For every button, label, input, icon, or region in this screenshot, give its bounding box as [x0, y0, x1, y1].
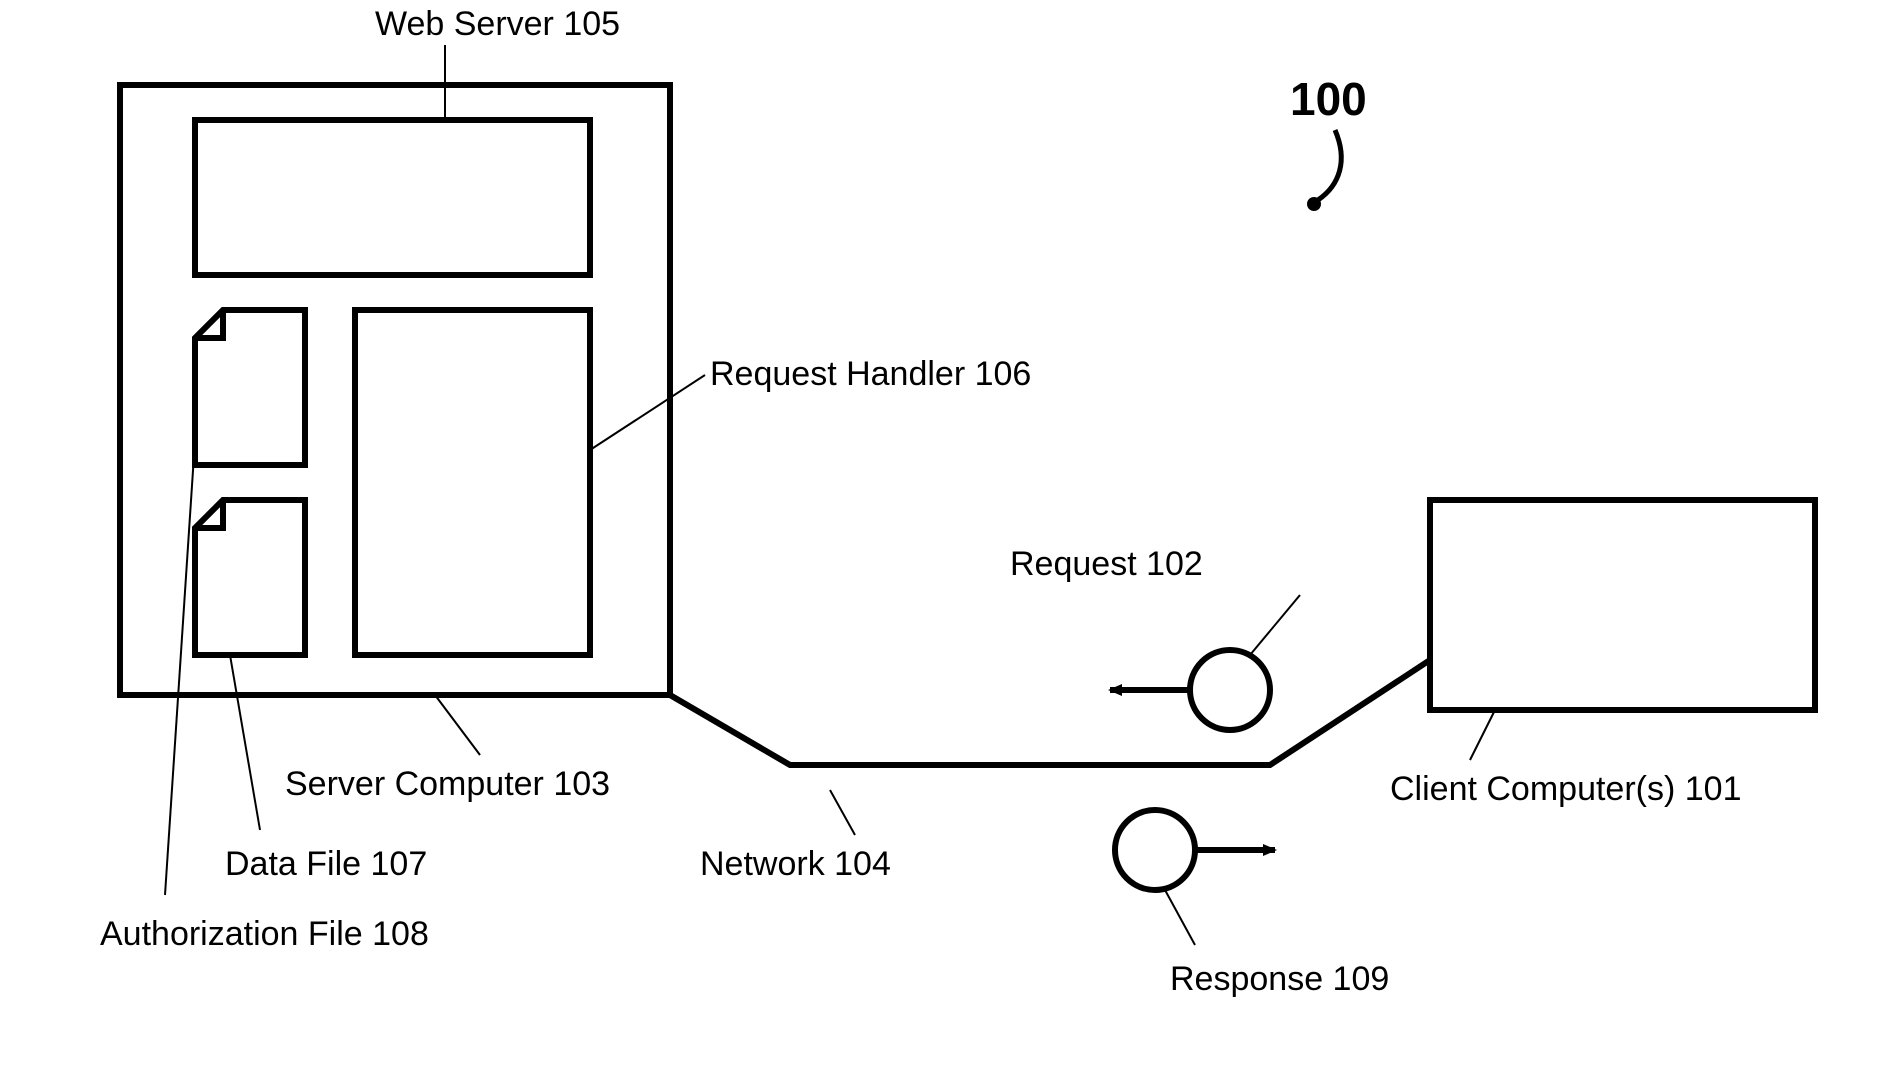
client-computer-box: [1430, 500, 1815, 710]
authorization-file-icon: [195, 310, 305, 465]
data-file-label: Data File 107: [225, 845, 427, 883]
network-path: [670, 660, 1430, 765]
response-circle-icon: [1115, 810, 1195, 890]
patent-diagram: 100 Web Server 105 Request Handler 106 S…: [0, 0, 1896, 1078]
leader-line: [435, 695, 480, 755]
system-ref-arrow-icon: [1318, 130, 1341, 200]
system-ref-label: 100: [1290, 73, 1367, 125]
response-label: Response 109: [1170, 960, 1389, 998]
leader-line: [830, 790, 855, 835]
request-circle-icon: [1190, 650, 1270, 730]
authorization-file-label: Authorization File 108: [100, 915, 429, 953]
leader-line: [1470, 710, 1495, 760]
network-label: Network 104: [700, 845, 891, 883]
web-server-label: Web Server 105: [375, 5, 620, 43]
server-computer-label: Server Computer 103: [285, 765, 610, 803]
system-ref-arrow-head: [1307, 197, 1321, 211]
data-file-icon: [195, 500, 305, 655]
leader-line: [1165, 890, 1195, 945]
leader-line: [1250, 595, 1300, 655]
client-computer-label: Client Computer(s) 101: [1390, 770, 1741, 808]
request-handler-label: Request Handler 106: [710, 355, 1031, 393]
request-label: Request 102: [1010, 545, 1203, 583]
